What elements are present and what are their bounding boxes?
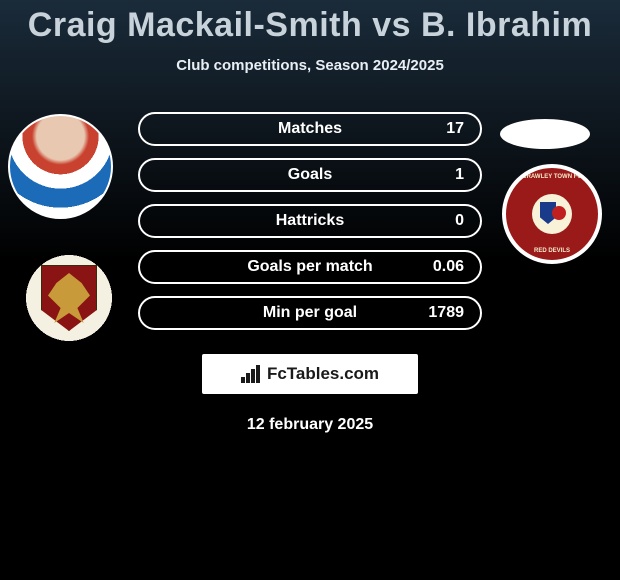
crest-top-text: CRAWLEY TOWN FC (506, 174, 598, 180)
page-subtitle: Club competitions, Season 2024/2025 (0, 57, 620, 74)
watermark-text: FcTables.com (267, 364, 379, 384)
club-left-crest (20, 249, 118, 347)
bar-chart-icon (241, 365, 263, 383)
stats-list: Matches 17 Goals 1 Hattricks 0 Goals per… (138, 112, 482, 342)
stat-value-right: 0.06 (433, 258, 464, 276)
stat-label: Hattricks (276, 212, 344, 230)
stat-value-right: 0 (455, 212, 464, 230)
player-right-avatar (500, 119, 590, 149)
stat-label: Matches (278, 120, 342, 138)
stat-value-right: 1 (455, 166, 464, 184)
page-title: Craig Mackail-Smith vs B. Ibrahim (0, 0, 620, 45)
stat-label: Goals per match (247, 258, 372, 276)
stat-row-goals: Goals 1 (138, 158, 482, 192)
crest-text: CRAWLEY TOWN FC RED DEVILS (506, 168, 598, 260)
stat-label: Goals (288, 166, 332, 184)
stat-row-matches: Matches 17 (138, 112, 482, 146)
club-right-crest: CRAWLEY TOWN FC RED DEVILS (502, 164, 602, 264)
generated-date: 12 february 2025 (0, 416, 620, 434)
crest-bottom-text: RED DEVILS (506, 248, 598, 254)
comparison-panel: CRAWLEY TOWN FC RED DEVILS Matches 17 Go… (0, 104, 620, 344)
watermark-badge: FcTables.com (202, 354, 418, 394)
lion-icon (48, 273, 90, 323)
stat-row-hattricks: Hattricks 0 (138, 204, 482, 238)
stat-label: Min per goal (263, 304, 357, 322)
stat-value-right: 17 (446, 120, 464, 138)
stat-row-min-per-goal: Min per goal 1789 (138, 296, 482, 330)
stat-row-goals-per-match: Goals per match 0.06 (138, 250, 482, 284)
stat-value-right: 1789 (428, 304, 464, 322)
player-left-avatar (8, 114, 113, 219)
